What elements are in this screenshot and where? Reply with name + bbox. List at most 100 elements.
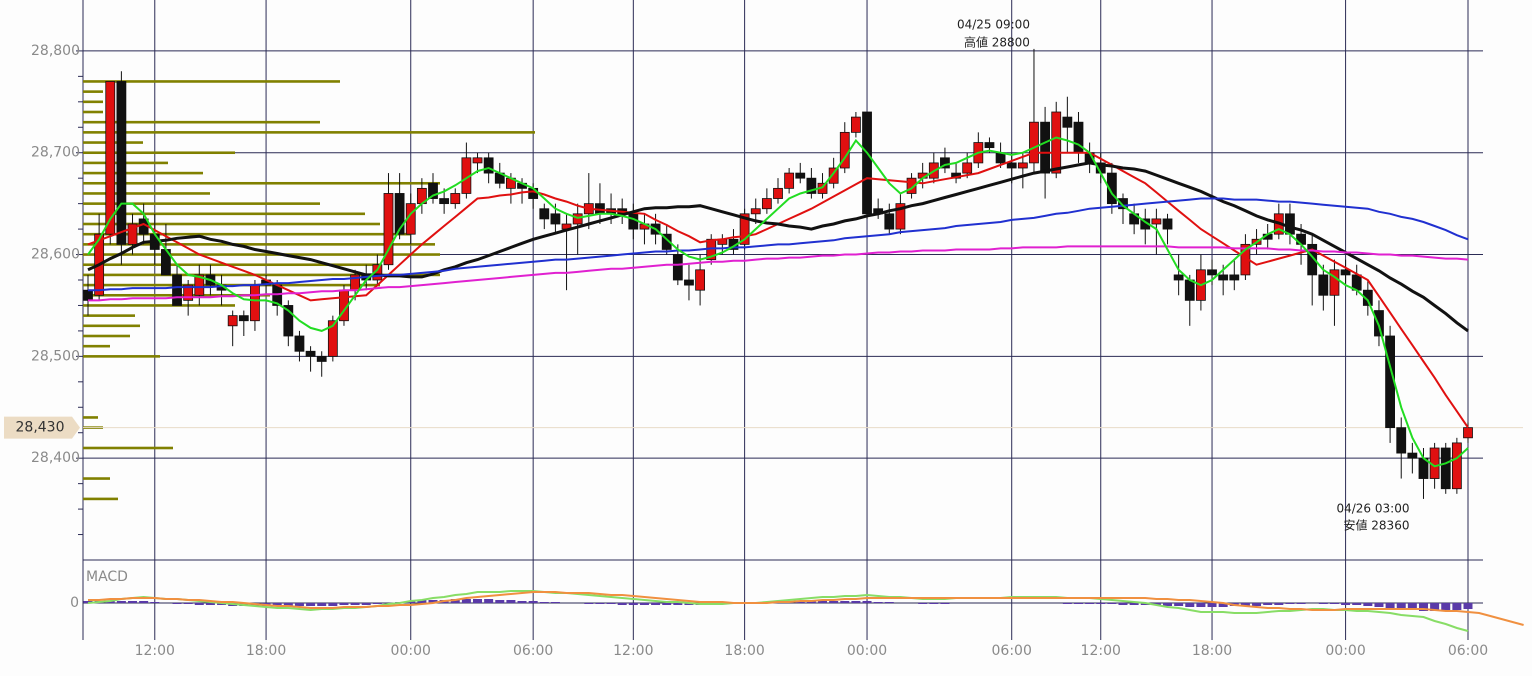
volume-profile-bar: [83, 212, 365, 216]
candle-body: [895, 203, 906, 230]
macd-histogram-bar: [1062, 603, 1072, 604]
candle-body: [550, 213, 561, 225]
candle-body: [773, 187, 783, 199]
candle-body: [1073, 121, 1084, 154]
candle-body: [316, 355, 327, 362]
volume-profile-bar: [83, 344, 110, 348]
macd-histogram-bar: [1218, 603, 1228, 607]
candle-body: [1440, 447, 1451, 490]
macd-histogram-bar: [1274, 603, 1284, 605]
candle-body: [984, 142, 995, 149]
candle-body: [1184, 279, 1195, 301]
ma-line: [87, 161, 1469, 333]
volume-profile-bar: [83, 222, 380, 226]
candle-body: [372, 264, 383, 281]
macd-histogram-bar: [539, 602, 549, 603]
candle-body: [327, 320, 338, 357]
volume-profile-bar: [83, 131, 535, 134]
volume-profile-bar: [83, 80, 340, 83]
high-label: 高値 28800: [964, 35, 1030, 50]
x-tick-label: 12:00: [1081, 643, 1121, 659]
macd-histogram-bar: [673, 603, 683, 605]
macd-histogram-bar: [473, 599, 483, 603]
y-tick-label: 28,700: [31, 145, 80, 161]
macd-histogram-bar: [595, 603, 605, 604]
macd-histogram-bar: [294, 603, 304, 606]
candle-body: [1229, 274, 1240, 281]
candle-body: [684, 279, 694, 286]
macd-line: [88, 591, 1524, 626]
macd-histogram-bar: [617, 603, 627, 605]
macd-histogram-bar: [172, 603, 182, 604]
candle-body: [383, 193, 394, 266]
macd-histogram-bar: [350, 603, 360, 605]
macd-histogram-bar: [550, 602, 560, 603]
macd-histogram-bar: [361, 603, 371, 605]
macd-histogram-bar: [306, 603, 316, 606]
candle-body: [962, 162, 973, 174]
candle-body: [539, 208, 550, 220]
macd-histogram-bar: [317, 603, 327, 606]
candle-body: [628, 213, 639, 230]
macd-histogram-bar: [339, 603, 349, 605]
candle-body: [1162, 218, 1173, 230]
candle-body: [1407, 452, 1418, 459]
macd-histogram-bar: [1396, 603, 1406, 609]
x-tick-label: 18:00: [724, 643, 764, 659]
x-tick-label: 18:00: [246, 643, 286, 659]
macd-histogram-bar: [272, 603, 282, 606]
candle-body: [394, 193, 405, 235]
candle-body: [472, 157, 483, 164]
candle-body: [1362, 289, 1373, 306]
y-tick-label: 28,400: [31, 450, 80, 466]
macd-histogram-bar: [1285, 603, 1295, 604]
volume-profile-bar: [83, 202, 320, 205]
volume-profile-bar: [83, 181, 440, 185]
candle-body: [127, 223, 138, 245]
macd-histogram-bar: [1240, 603, 1250, 606]
candle-body: [1017, 162, 1028, 169]
volume-profile-bar: [83, 273, 440, 277]
candle-body: [784, 172, 795, 189]
candle-body: [940, 157, 950, 169]
candle-body: [750, 208, 761, 215]
candle-body: [238, 315, 249, 322]
macd-histogram-bar: [1374, 603, 1384, 607]
candle-body: [695, 269, 705, 291]
macd-histogram-bar: [1163, 603, 1173, 606]
macd-histogram-bar: [1085, 603, 1095, 604]
macd-histogram-bar: [528, 601, 538, 603]
volume-profile-bar: [83, 110, 103, 114]
macd-histogram-bar: [1207, 603, 1217, 607]
current-price-box: [4, 416, 80, 439]
candle-body: [116, 81, 127, 245]
macd-histogram-bar: [818, 601, 828, 603]
macd-histogram-bar: [283, 603, 293, 606]
volume-profile-bar: [83, 304, 235, 307]
volume-profile-bar: [83, 497, 118, 501]
x-tick-label: 12:00: [135, 643, 175, 659]
volume-profile-bar: [83, 100, 103, 104]
low-label: 安値 28360: [1343, 517, 1409, 532]
candle-body: [1173, 274, 1184, 281]
candle-body: [739, 213, 750, 245]
candle-body: [761, 198, 772, 210]
macd-histogram-bar: [372, 603, 382, 604]
candle-body: [906, 177, 917, 194]
volume-profile-bar: [83, 314, 135, 317]
candle-body: [1340, 269, 1351, 276]
macd-histogram-bar: [506, 600, 516, 603]
candle-body: [283, 305, 294, 337]
macd-histogram-bar: [139, 601, 149, 603]
volume-profile-bar: [83, 192, 210, 195]
macd-histogram-bar: [884, 602, 894, 603]
macd-label: MACD: [86, 569, 128, 585]
x-tick-label: 00:00: [1325, 643, 1365, 659]
macd-histogram-bar: [873, 602, 883, 603]
volume-profile-bar: [83, 120, 320, 124]
candle-body: [884, 213, 895, 230]
macd-histogram-bar: [1407, 603, 1417, 610]
candle-body: [806, 177, 817, 194]
macd-histogram-bar: [1430, 603, 1440, 611]
